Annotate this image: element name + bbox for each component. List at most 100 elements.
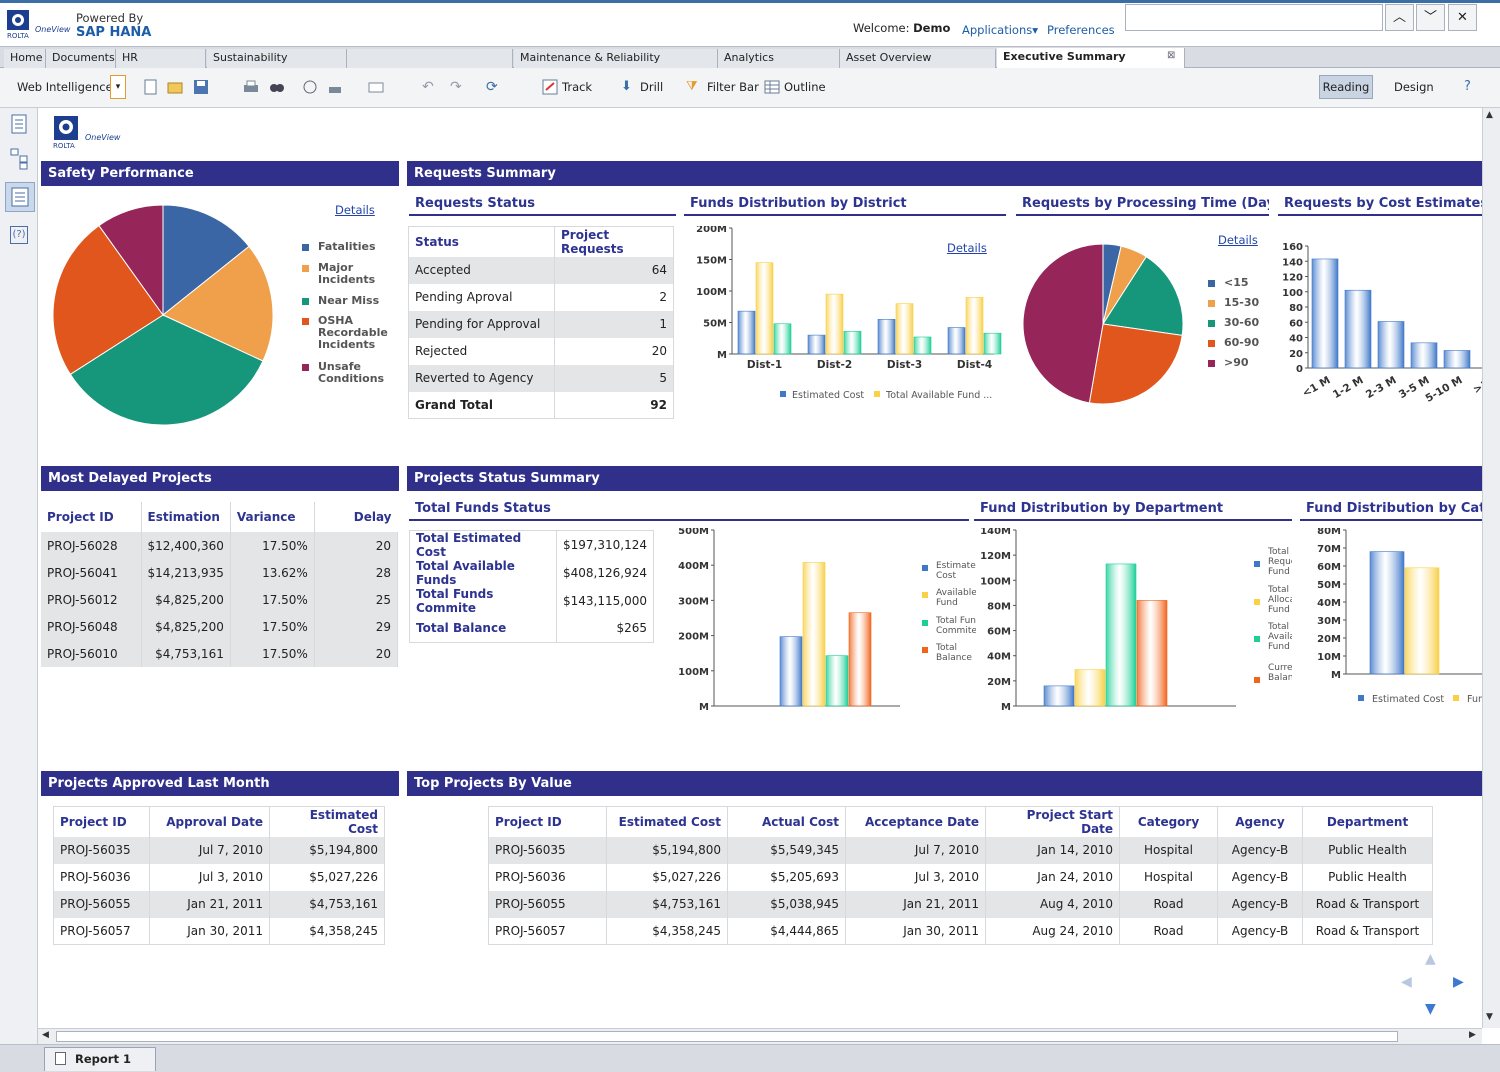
- processing-time-details-link[interactable]: Details: [1218, 233, 1258, 247]
- y-tick-label: 120M: [980, 551, 1011, 562]
- scroll-up-arrow[interactable]: ▲: [1486, 110, 1493, 120]
- tab-asset-overview[interactable]: Asset Overview: [840, 49, 996, 68]
- tab-home[interactable]: Home: [4, 49, 46, 68]
- bar: [802, 562, 826, 707]
- tab-maintenance[interactable]: Maintenance & Reliability: [514, 49, 718, 68]
- safety-details-link[interactable]: Details: [335, 203, 375, 217]
- redo-icon[interactable]: ↷: [450, 79, 462, 95]
- legend-swatch: [922, 565, 928, 571]
- table-row: PROJ-56048 $4,825,200 17.50% 29: [41, 613, 399, 640]
- track-icon[interactable]: [542, 79, 558, 95]
- find-icon[interactable]: [269, 79, 285, 95]
- help-icon[interactable]: ?: [1464, 79, 1471, 94]
- legend-item: 30-60: [1224, 316, 1260, 329]
- scroll-down-button[interactable]: ﹀: [1416, 4, 1445, 31]
- drill-icon[interactable]: ⬇: [621, 79, 632, 94]
- close-tab-icon[interactable]: ⊠: [1167, 50, 1176, 61]
- new-document-icon[interactable]: [143, 79, 159, 95]
- page-right-arrow[interactable]: ▶: [1453, 974, 1464, 990]
- input-controls-icon[interactable]: [5, 182, 35, 212]
- track-changes-icon[interactable]: [302, 79, 318, 95]
- legend-item: Balance: [1268, 673, 1292, 683]
- email-icon[interactable]: [368, 79, 384, 95]
- legend-swatch: [922, 620, 928, 626]
- tab-analytics[interactable]: Analytics: [718, 49, 840, 68]
- tab-hr[interactable]: HR: [116, 49, 206, 68]
- table-row: PROJ-56010 $4,753,161 17.50% 20: [41, 640, 399, 667]
- outline-icon[interactable]: [764, 79, 780, 95]
- funds-district-bar-chart: M 50M 100M 150M 200M Dist-1 Dist-2 Dist-3 Dist-4…: [696, 226, 1002, 401]
- tab-executive-summary[interactable]: Executive Summary: [997, 48, 1185, 69]
- search-input[interactable]: [1125, 4, 1383, 31]
- most-delayed-table: Project ID Estimation Variance Delay PRO…: [41, 502, 399, 667]
- fund-category-title: Fund Distribution by Categ: [1300, 499, 1482, 521]
- horizontal-scrollbar[interactable]: ◀ ▶: [38, 1028, 1482, 1044]
- bar: [825, 655, 849, 707]
- close-icon[interactable]: ✕: [1448, 4, 1477, 31]
- legend-item: Fund: [936, 598, 958, 608]
- web-intelligence-dropdown[interactable]: ▾: [110, 75, 126, 99]
- col-approval-date: Approval Date: [149, 806, 270, 837]
- funds-district-details-link[interactable]: Details: [947, 241, 987, 255]
- col-category: Category: [1119, 806, 1218, 837]
- oneview-logo-text: OneView: [35, 25, 71, 34]
- y-tick-label: 30M: [1317, 616, 1341, 627]
- preferences-link[interactable]: Preferences: [1047, 23, 1115, 37]
- table-row: Pending Aproval 2: [408, 283, 674, 311]
- tab-blank[interactable]: [347, 49, 513, 68]
- applications-menu[interactable]: Applications▾: [962, 23, 1039, 37]
- export-icon[interactable]: [327, 79, 343, 95]
- legend-swatch: [922, 592, 928, 598]
- filter-icon[interactable]: ⧩: [686, 79, 698, 94]
- y-tick-label: 500M: [678, 528, 709, 537]
- track-button[interactable]: Track: [562, 80, 593, 94]
- status-bar: Report 1: [0, 1044, 1500, 1072]
- legend-item: Fund Comn: [1467, 694, 1482, 705]
- outline-button[interactable]: Outline: [784, 80, 826, 94]
- legend-swatch: [1208, 300, 1215, 307]
- help-panel-icon[interactable]: (?): [10, 226, 28, 244]
- scroll-down-arrow[interactable]: ▼: [1486, 1012, 1493, 1022]
- pie-slice: [162, 204, 250, 317]
- y-tick-label: 20M: [1317, 634, 1341, 645]
- vertical-scrollbar[interactable]: ▲ ▼: [1482, 108, 1500, 1028]
- table-row: Pending for Approval 1: [408, 310, 674, 338]
- total-funds-table: Total Estimated Cost $197,310,124 Total A…: [409, 530, 654, 643]
- page-left-arrow[interactable]: ◀: [1401, 974, 1412, 990]
- bar: [1043, 685, 1075, 707]
- open-folder-icon[interactable]: [167, 79, 183, 95]
- legend-swatch: [1358, 695, 1364, 701]
- bar: [807, 334, 826, 355]
- save-icon[interactable]: [193, 79, 209, 95]
- design-mode-button[interactable]: Design: [1394, 80, 1434, 94]
- page-up-arrow[interactable]: ▲: [1425, 951, 1436, 967]
- safety-pie-chart: [52, 204, 274, 426]
- table-row: Total Funds Commite $143,115,000: [409, 587, 654, 615]
- table-row: PROJ-56028 $12,400,360 17.50% 20: [41, 532, 399, 559]
- report-tab[interactable]: Report 1: [44, 1047, 156, 1071]
- navigation-map-icon[interactable]: [10, 148, 30, 173]
- x-tick-label: <1 M: [1300, 374, 1332, 400]
- tab-documents[interactable]: Documents: [46, 49, 116, 68]
- col-estimation: Estimation: [141, 502, 231, 532]
- product-name: SAP HANA: [76, 25, 152, 40]
- tab-sustainability[interactable]: Sustainability: [207, 49, 347, 68]
- col-agency: Agency: [1217, 806, 1303, 837]
- page-down-arrow[interactable]: ▼: [1425, 1001, 1436, 1017]
- refresh-icon[interactable]: ⟳: [486, 79, 498, 95]
- welcome-label: Welcome: Demo: [853, 21, 951, 35]
- print-icon[interactable]: [243, 79, 259, 95]
- reading-mode-button[interactable]: Reading: [1319, 75, 1373, 99]
- scroll-thumb[interactable]: [56, 1031, 1398, 1042]
- col-status: Status: [408, 226, 555, 257]
- filter-bar-button[interactable]: Filter Bar: [707, 80, 759, 94]
- scroll-left-arrow[interactable]: ◀: [42, 1030, 49, 1040]
- scroll-up-button[interactable]: ︿: [1385, 4, 1414, 31]
- drill-button[interactable]: Drill: [640, 80, 664, 94]
- table-row: PROJ-56036 Jul 3, 2010 $5,027,226: [53, 863, 385, 891]
- legend-item: Available: [1268, 632, 1292, 642]
- tab-strip: Home Documents HR Sustainability Mainten…: [0, 46, 1500, 69]
- scroll-right-arrow[interactable]: ▶: [1469, 1030, 1476, 1040]
- document-summary-icon[interactable]: [10, 114, 28, 137]
- undo-icon[interactable]: ↶: [422, 79, 434, 95]
